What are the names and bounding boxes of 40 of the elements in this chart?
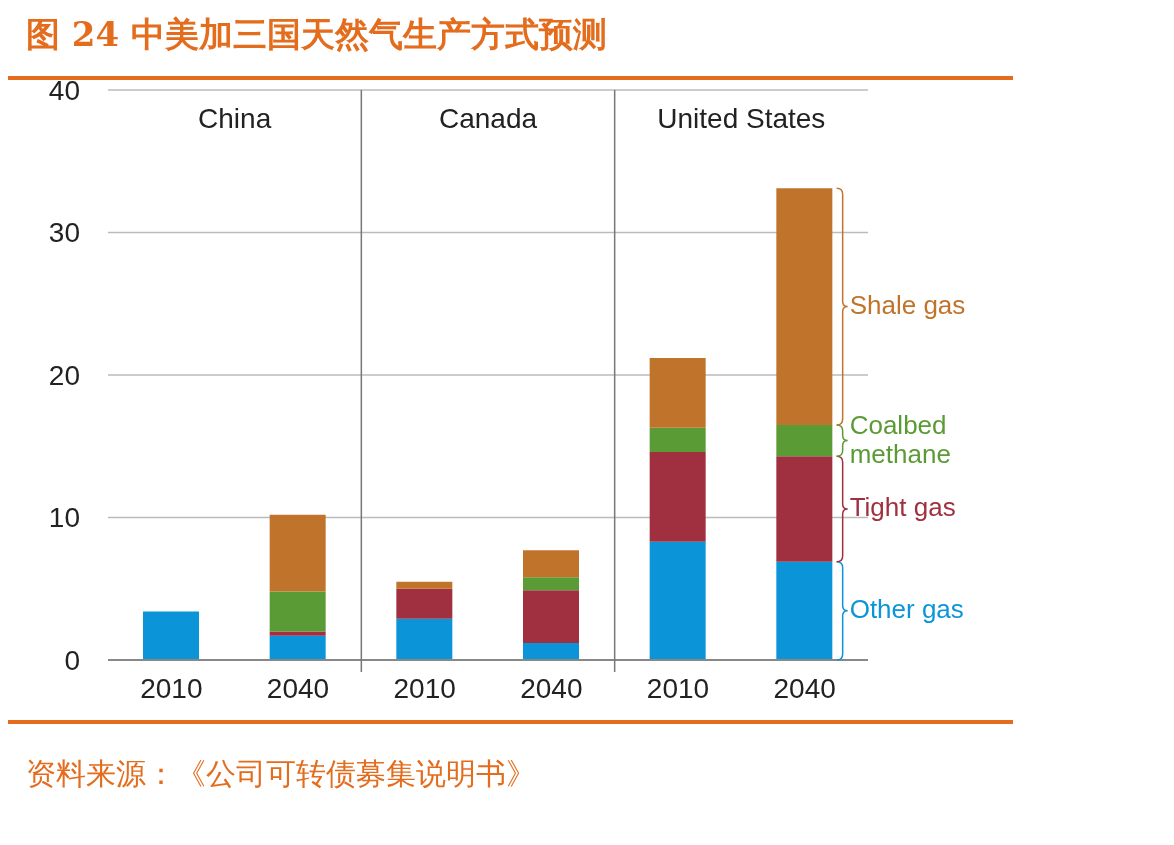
series-label: Other gas (849, 593, 964, 624)
bar (523, 642, 579, 660)
y-tick-label: 30 (48, 217, 80, 249)
x-tick-label: 2010 (140, 672, 203, 704)
bar (776, 424, 833, 457)
y-tick-label: 20 (48, 359, 80, 391)
bar (396, 581, 453, 589)
bar (649, 451, 706, 542)
bar (269, 591, 326, 632)
bar (269, 631, 326, 636)
y-tick-label: 40 (48, 74, 80, 106)
x-tick-label: 2010 (646, 672, 710, 704)
annotation: Canada (438, 103, 538, 134)
bar (776, 188, 833, 425)
bar (523, 590, 579, 643)
chart-title: 图 24 中美加三国天然气生产方式预测 (25, 13, 608, 56)
bar (523, 550, 579, 578)
bar (269, 514, 326, 592)
bar (396, 618, 453, 660)
y-tick-label: 0 (64, 644, 80, 676)
bar (396, 588, 453, 619)
bar (776, 561, 833, 660)
series-label: Tight gas (849, 491, 956, 522)
bar (269, 635, 326, 660)
x-tick-label: 2040 (520, 672, 583, 704)
bar (776, 456, 833, 562)
y-tick-label: 10 (48, 502, 80, 534)
annotation: United States (657, 103, 826, 134)
series-label: Shale gas (849, 289, 966, 320)
legend-label: Coalbed methane (849, 409, 951, 469)
x-tick-label: 2040 (266, 672, 330, 704)
annotation: China (198, 103, 272, 134)
bar (649, 541, 706, 660)
bar (649, 357, 706, 428)
bar (523, 577, 579, 591)
bar (143, 611, 199, 660)
x-tick-label: 2040 (773, 672, 836, 704)
x-tick-label: 2010 (393, 672, 456, 704)
text: 资料来源：《公司可转债募集说明书》 (25, 755, 537, 793)
bar (649, 427, 706, 452)
